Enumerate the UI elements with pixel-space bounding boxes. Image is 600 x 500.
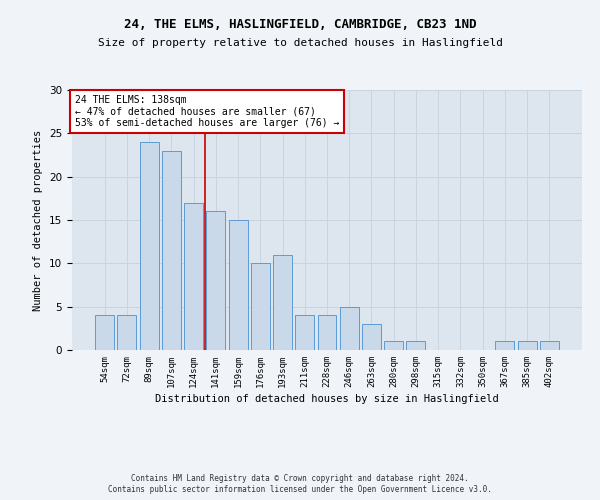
Bar xyxy=(206,212,225,350)
Text: 24, THE ELMS, HASLINGFIELD, CAMBRIDGE, CB23 1ND: 24, THE ELMS, HASLINGFIELD, CAMBRIDGE, C… xyxy=(124,18,476,30)
Bar xyxy=(406,342,425,350)
Text: 24 THE ELMS: 138sqm
← 47% of detached houses are smaller (67)
53% of semi-detach: 24 THE ELMS: 138sqm ← 47% of detached ho… xyxy=(74,95,339,128)
Y-axis label: Number of detached properties: Number of detached properties xyxy=(34,130,43,310)
Bar xyxy=(229,220,248,350)
Bar xyxy=(95,316,114,350)
Text: Size of property relative to detached houses in Haslingfield: Size of property relative to detached ho… xyxy=(97,38,503,48)
Bar xyxy=(317,316,337,350)
Bar xyxy=(340,306,359,350)
Bar xyxy=(184,202,203,350)
Bar xyxy=(540,342,559,350)
X-axis label: Distribution of detached houses by size in Haslingfield: Distribution of detached houses by size … xyxy=(155,394,499,404)
Bar xyxy=(384,342,403,350)
Bar xyxy=(496,342,514,350)
Bar xyxy=(518,342,536,350)
Bar xyxy=(362,324,381,350)
Bar xyxy=(162,150,181,350)
Bar xyxy=(295,316,314,350)
Bar xyxy=(273,254,292,350)
Bar xyxy=(140,142,158,350)
Bar xyxy=(251,264,270,350)
Text: Contains HM Land Registry data © Crown copyright and database right 2024.
Contai: Contains HM Land Registry data © Crown c… xyxy=(108,474,492,494)
Bar xyxy=(118,316,136,350)
